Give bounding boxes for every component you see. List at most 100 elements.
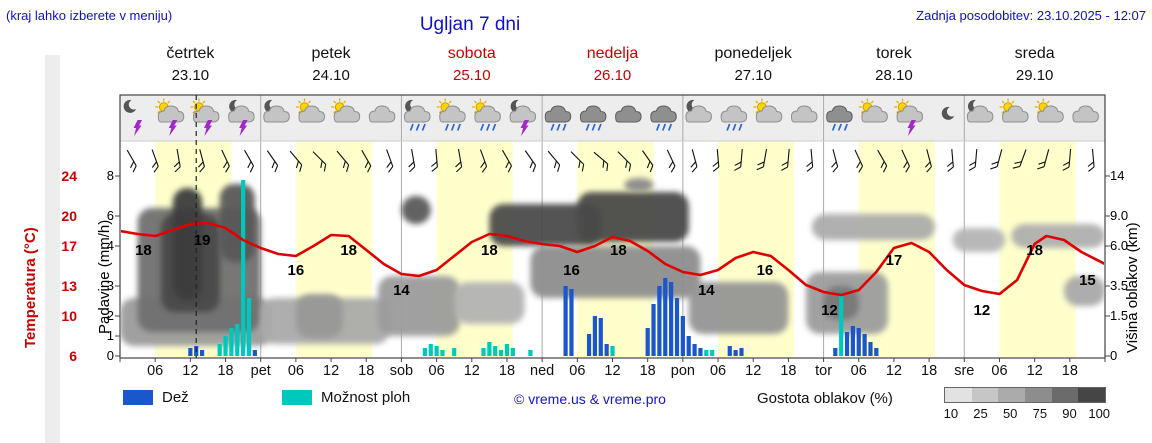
wind-barb-icon (1087, 148, 1095, 172)
rain-label: Dež (162, 389, 189, 406)
density-segment (1025, 388, 1052, 402)
rain-icon (456, 123, 461, 131)
density-segment (1051, 388, 1079, 402)
moon-icon (123, 99, 137, 113)
wind-barb-icon (1012, 149, 1027, 169)
cloud-icon (579, 105, 607, 123)
rain-icon (738, 123, 743, 131)
svg-text:25.10: 25.10 (453, 67, 491, 84)
wind-barb-icon (946, 148, 954, 172)
cloud-icon (1072, 105, 1099, 123)
cloud-icon (826, 105, 853, 123)
cloud-icon (720, 105, 748, 123)
svg-text:10: 10 (61, 308, 77, 324)
svg-text:sob: sob (390, 363, 413, 379)
rain-icon (732, 123, 737, 131)
svg-text:6: 6 (107, 208, 114, 223)
rain-icon (843, 123, 848, 131)
weather-icon (894, 98, 924, 136)
svg-text:1: 1 (107, 328, 114, 343)
legend-showers: Možnost ploh (282, 389, 410, 406)
svg-text:12: 12 (821, 302, 838, 319)
wind-barb-icon (924, 149, 932, 173)
svg-text:29.10: 29.10 (1016, 67, 1054, 84)
weather-icon (509, 99, 537, 136)
svg-text:12: 12 (182, 363, 198, 379)
svg-text:16: 16 (757, 262, 774, 279)
svg-text:petek: petek (312, 45, 352, 62)
temperature-line (121, 221, 1104, 297)
cloud-icon (861, 105, 888, 123)
cloud-icon (1037, 105, 1064, 123)
x-axis-labels: 06 12 18 pet 06 12 18 sob 06 12 18 ned 06 12 18 pon 06 12… (147, 363, 1078, 379)
cloud-icon (263, 105, 290, 123)
svg-text:17: 17 (886, 252, 903, 269)
wind-barb-icon (386, 149, 394, 173)
wind-barb-icon (990, 149, 1003, 170)
svg-text:0: 0 (107, 348, 114, 363)
rain-icon (409, 123, 414, 131)
rain-icon (550, 123, 555, 131)
svg-text:19: 19 (194, 232, 211, 249)
wind-barb-icon (617, 151, 632, 172)
temperature-labels: 18 19 16 18 14 18 16 18 14 16 12 17 12 18 15 (135, 232, 1096, 319)
svg-text:pet: pet (251, 363, 271, 379)
weather-icon (436, 98, 466, 131)
cloud-icon (755, 105, 783, 123)
day-headers: četrtek 23.10 petek 24.10 sobota 25.10 nedelja… (166, 45, 1054, 84)
lightning-icon (133, 120, 143, 136)
weather-icon (720, 105, 748, 131)
rain-icon (480, 123, 485, 131)
cloud-icon (615, 105, 642, 123)
svg-text:16: 16 (288, 262, 305, 279)
rain-icon (667, 123, 673, 131)
svg-text:14: 14 (1110, 168, 1124, 183)
page-title: Ugljan 7 dni (419, 14, 521, 35)
svg-text:ponedeljek: ponedeljek (715, 45, 793, 62)
svg-text:06: 06 (991, 363, 1007, 379)
svg-text:12: 12 (886, 363, 902, 379)
lightning-icon (907, 120, 917, 136)
density-tick: 75 (1032, 406, 1048, 421)
lightning-icon (203, 120, 213, 136)
svg-text:12: 12 (464, 363, 480, 379)
svg-text:sobota: sobota (448, 45, 496, 62)
weather-icon (579, 105, 607, 131)
wind-barb-icon (547, 150, 561, 172)
density-tick: 90 (1062, 406, 1077, 421)
cloud-icon (474, 105, 501, 123)
wind-barb-icon (806, 148, 814, 172)
cloud-density-gradient (944, 387, 1106, 403)
cloud-icon (404, 105, 431, 123)
cloud-icon (1002, 105, 1029, 123)
weather-icon (295, 98, 325, 123)
rain-icon (591, 123, 596, 131)
wind-barb-icon (126, 149, 137, 173)
svg-text:0: 0 (1110, 348, 1117, 363)
svg-text:06: 06 (429, 363, 445, 379)
weather-icon (966, 99, 994, 123)
wind-barb-icon (312, 151, 327, 172)
svg-text:12: 12 (745, 363, 761, 379)
density-tick: 10 (943, 406, 959, 421)
wind-barb-icon (666, 149, 676, 173)
cloud-icon (333, 105, 361, 123)
svg-text:18: 18 (358, 363, 374, 379)
wind-barb-icon (1062, 148, 1072, 171)
svg-text:16: 16 (563, 262, 580, 279)
density-segment (1078, 388, 1106, 402)
weather-icon (368, 105, 396, 123)
wind-barb-icon (361, 149, 372, 173)
density-segment (998, 388, 1026, 402)
weather-icon (404, 99, 431, 131)
svg-text:27.10: 27.10 (734, 67, 772, 84)
svg-text:06: 06 (710, 363, 726, 379)
cloud-icon (228, 105, 255, 123)
svg-text:tor: tor (815, 363, 832, 379)
wind-barb-icon (244, 149, 254, 173)
weather-icon (826, 105, 853, 131)
weather-icon (123, 99, 143, 136)
svg-text:26.10: 26.10 (594, 67, 632, 84)
